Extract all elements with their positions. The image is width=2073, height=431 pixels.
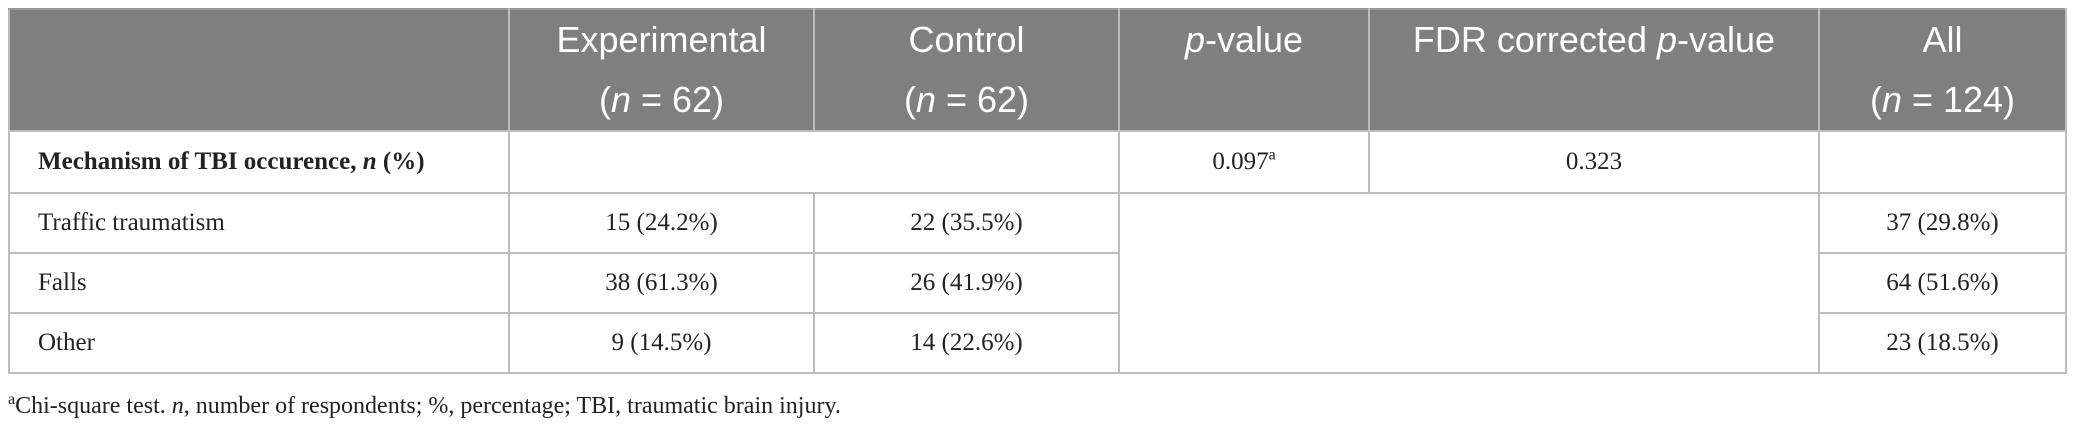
row-label: Other [8,312,510,374]
row-label: Traffic traumatism [8,192,510,254]
section-fdr-value: 0.323 [1368,130,1820,194]
table-row: Other 9 (14.5%) 14 (22.6%) 23 (18.5%) [8,312,2067,374]
header-fdr-p-value: FDR corrected p-value [1368,8,1820,131]
merged-empty-cell [1118,192,1820,374]
table-footnote: aChi-square test. n, number of responden… [8,391,841,420]
cell-experimental: 15 (24.2%) [508,192,815,254]
cell-control: 26 (41.9%) [813,252,1120,314]
cell-control: 22 (35.5%) [813,192,1120,254]
header-experimental: Experimental (n = 62) [508,8,815,131]
row-label: Falls [8,252,510,314]
section-label: Mechanism of TBI occurence, n (%) [8,130,510,194]
section-p-value: 0.097a [1118,130,1370,194]
cell-all: 64 (51.6%) [1818,252,2067,314]
section-all-empty [1818,130,2067,194]
cell-experimental: 9 (14.5%) [508,312,815,374]
data-table: Experimental (n = 62) Control (n = 62) p… [8,8,2067,374]
header-control: Control (n = 62) [813,8,1120,131]
cell-experimental: 38 (61.3%) [508,252,815,314]
cell-control: 14 (22.6%) [813,312,1120,374]
section-empty [508,130,1120,194]
cell-all: 23 (18.5%) [1818,312,2067,374]
table-row: Traffic traumatism 15 (24.2%) 22 (35.5%)… [8,192,2067,374]
header-empty [8,8,510,131]
table-container: Experimental (n = 62) Control (n = 62) p… [8,8,2067,374]
table-row: Falls 38 (61.3%) 26 (41.9%) 64 (51.6%) [8,252,2067,314]
section-row: Mechanism of TBI occurence, n (%) 0.097a… [8,130,2067,194]
cell-all: 37 (29.8%) [1818,192,2067,254]
header-row: Experimental (n = 62) Control (n = 62) p… [8,8,2067,131]
header-p-value: p-value [1118,8,1370,131]
header-all: All (n = 124) [1818,8,2067,131]
